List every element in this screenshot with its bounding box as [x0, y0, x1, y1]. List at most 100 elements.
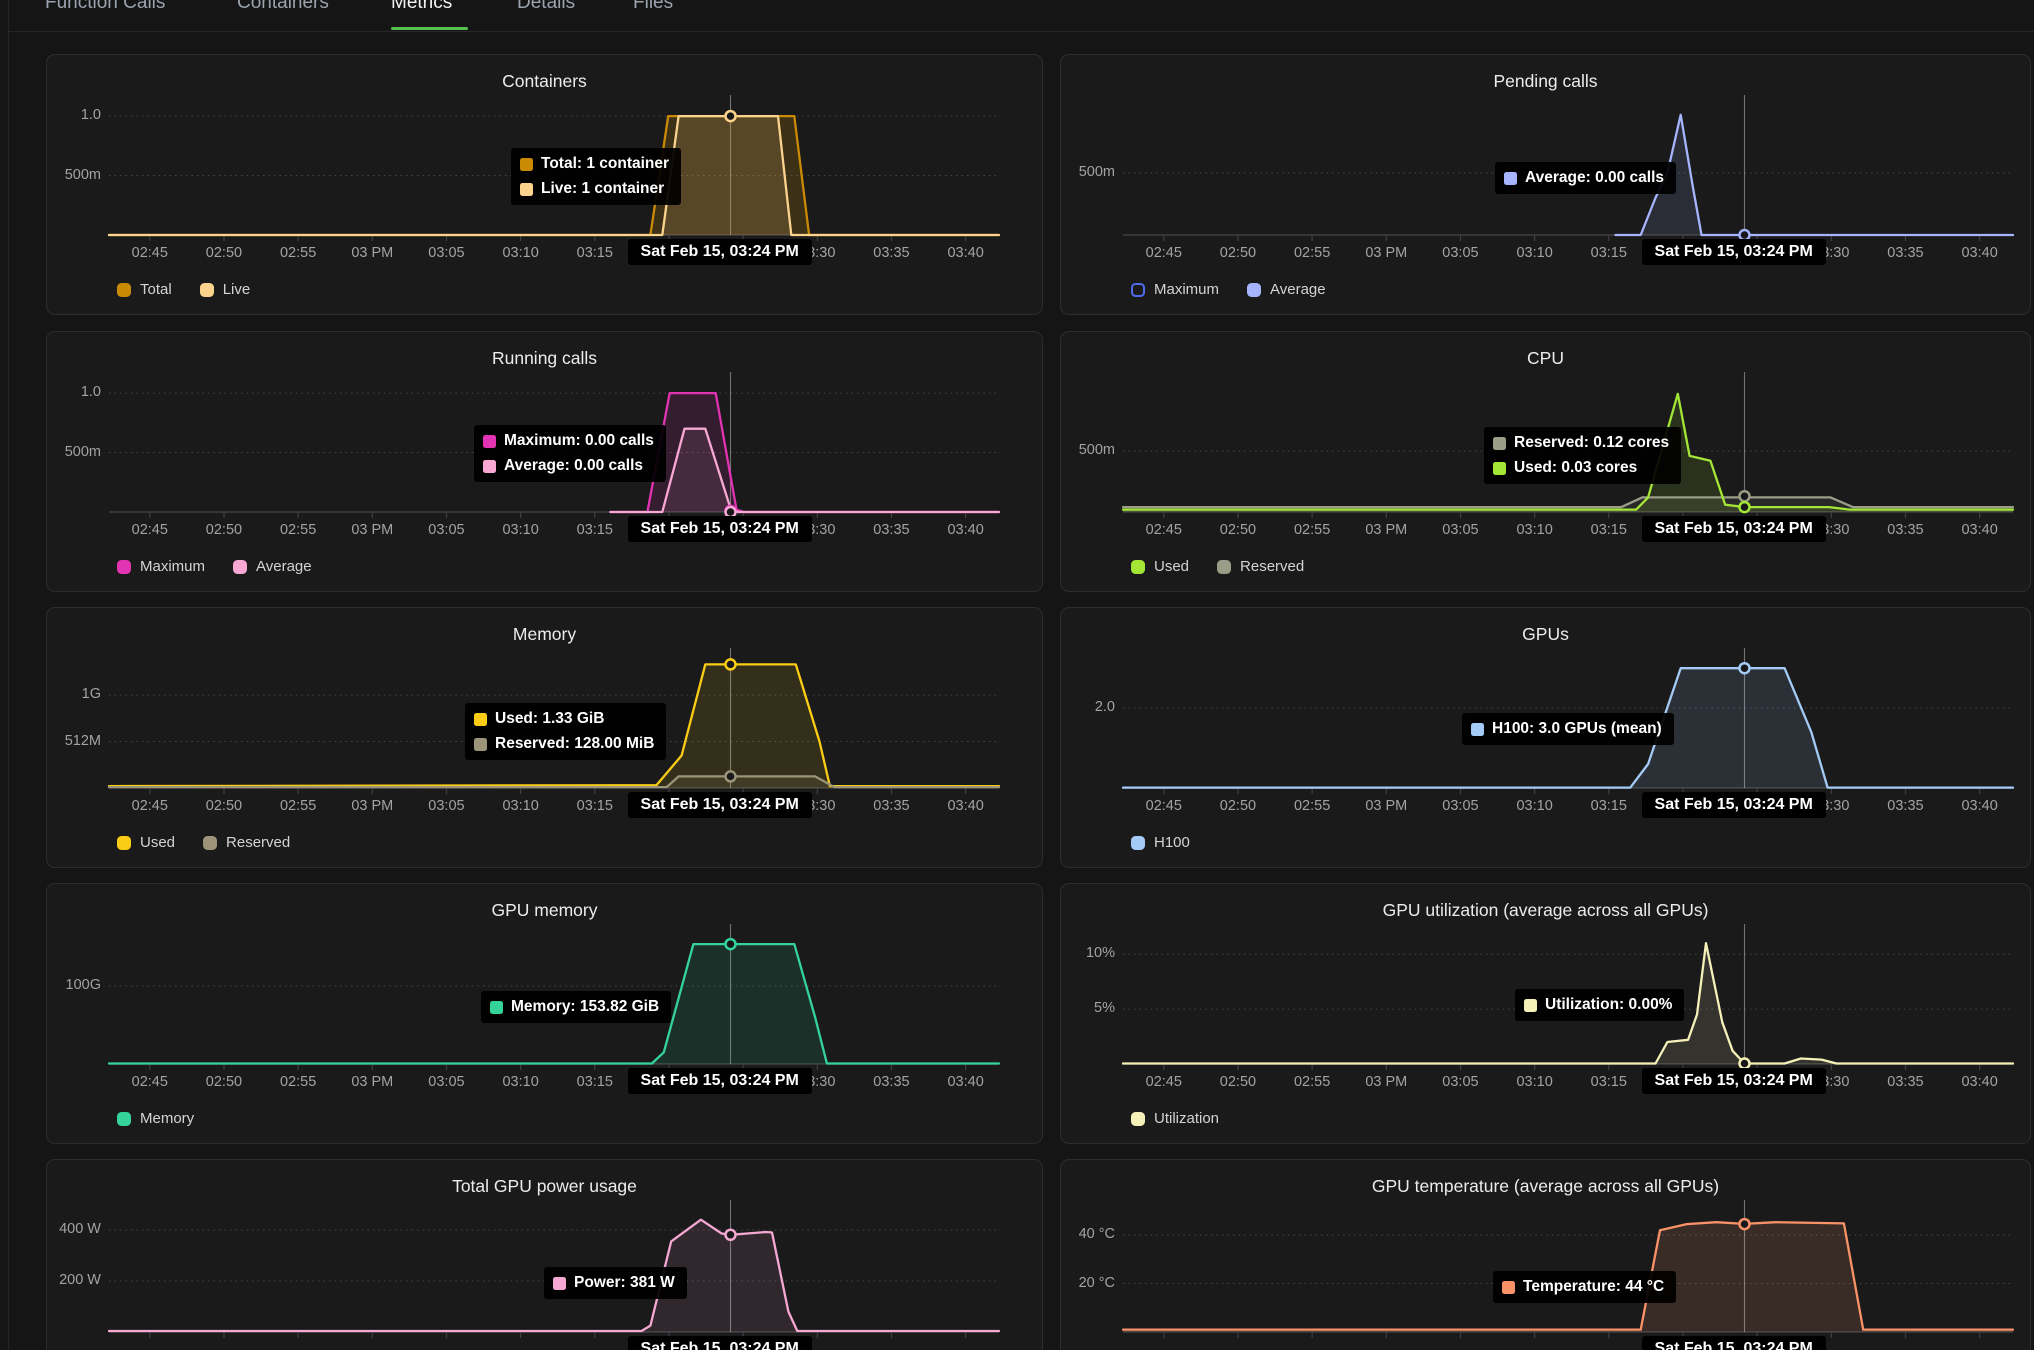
tooltip-text: Total: 1 container [541, 155, 670, 172]
legend-item-reserved[interactable]: Reserved [1217, 558, 1304, 575]
hover-marker [724, 1228, 737, 1242]
crosshair-time-tooltip: Sat Feb 15, 03:24 PM [1641, 1068, 1826, 1094]
legend-item-live[interactable]: Live [199, 281, 250, 298]
chart-plot-gpu-memory[interactable] [47, 884, 1044, 1145]
legend-item-total[interactable]: Total [117, 281, 172, 298]
chart-title-memory: Memory [512, 624, 577, 644]
crosshair-time-tooltip: Sat Feb 15, 03:24 PM [627, 1336, 812, 1350]
series-line-memory [107, 942, 1001, 1065]
series-tooltip-gpu-utilization: Utilization: 0.00% [1515, 989, 1685, 1021]
x-tick-label: 03:40 [1961, 798, 1998, 814]
x-tick-label: 03 PM [351, 245, 394, 261]
tab-details[interactable]: Details [517, 0, 576, 13]
x-tick-label: 03 PM [351, 798, 394, 814]
tooltip-text: Utilization: 0.00% [1545, 996, 1673, 1013]
chart-plot-gpus[interactable] [1061, 608, 2032, 869]
legend-item-used[interactable]: Used [1131, 558, 1189, 575]
legend-item-average[interactable]: Average [233, 558, 312, 575]
legend-item-maximum[interactable]: Maximum [117, 558, 205, 575]
active-tab-underline [391, 27, 468, 30]
series-fill-reserved [1123, 497, 2013, 512]
legend-item-average[interactable]: Average [1247, 281, 1326, 298]
hover-marker [724, 658, 737, 671]
tooltip-row: Total: 1 container [520, 155, 669, 173]
series-fill-memory [109, 944, 999, 1064]
x-tick-label: 02:55 [1293, 522, 1331, 538]
series-line-reserved [107, 775, 1001, 789]
hover-marker [1738, 489, 1751, 503]
series-fill-average [1615, 114, 2013, 235]
tab-function-calls[interactable]: Function Calls [45, 0, 166, 13]
chart-plot-pending-calls[interactable] [1061, 55, 2032, 316]
x-tick-label: 03:05 [428, 798, 465, 814]
x-tick-label: 03:05 [428, 1074, 465, 1090]
x-tick-label: 02:55 [1293, 1074, 1331, 1090]
series-line-utilization [1121, 942, 2015, 1065]
legend-label: Total [140, 281, 172, 298]
tooltip-text: Average: 0.00 calls [504, 457, 644, 474]
x-tick-label: 02:50 [205, 245, 243, 261]
tooltip-swatch-icon [1502, 1280, 1515, 1294]
x-tick-label: 03:15 [1590, 245, 1627, 261]
x-tick-label: 02:50 [205, 1074, 243, 1090]
x-tick-label: 02:45 [131, 1074, 168, 1090]
tab-files[interactable]: Files [633, 0, 674, 13]
tooltip-text: Reserved: 128.00 MiB [495, 735, 655, 752]
chart-plot-cpu[interactable] [1061, 332, 2032, 593]
chart-legend-containers: Total Live [117, 281, 250, 298]
x-tick-label: 03:35 [873, 798, 910, 814]
chart-card-running-calls: Running calls 1.0 500m 02:45 02:50 02:55 03 PM… [46, 331, 1043, 592]
series-fill-power [109, 1219, 999, 1332]
legend-item-used[interactable]: Used [117, 834, 175, 851]
x-tick-label: 03:40 [947, 522, 984, 538]
chart-plot-gpu-power[interactable] [47, 1160, 1044, 1350]
y-tick-label: 40 °C [1078, 1226, 1115, 1242]
legend-item-memory[interactable]: Memory [117, 1110, 194, 1127]
y-tick-label: 500m [1078, 442, 1115, 459]
x-tick-label: 03:35 [1887, 245, 1924, 261]
tooltip-row: Average: 0.00 calls [1504, 169, 1664, 187]
tooltip-swatch-icon [483, 434, 496, 448]
chart-legend-gpu-utilization: Utilization [1131, 1110, 1219, 1127]
hover-marker [724, 770, 737, 783]
legend-label: Utilization [1154, 1110, 1220, 1127]
chart-legend-gpu-memory: Memory [117, 1110, 194, 1127]
tooltip-text: Temperature: 44 °C [1523, 1278, 1665, 1295]
legend-label: Memory [140, 1110, 195, 1127]
legend-item-reserved[interactable]: Reserved [203, 834, 290, 851]
tooltip-row: H100: 3.0 GPUs (mean) [1471, 720, 1662, 738]
legend-label: Used [1154, 558, 1190, 575]
hover-marker [724, 109, 737, 123]
tooltip-swatch-icon [1493, 461, 1506, 475]
x-tick-label: 03:10 [1516, 245, 1553, 261]
chart-plot-memory[interactable] [47, 608, 1044, 869]
legend-item-h100[interactable]: H100 [1131, 834, 1190, 851]
tooltip-swatch-icon [474, 712, 487, 726]
tooltip-text: Used: 0.03 cores [1514, 459, 1638, 476]
x-tick-label: 02:50 [1219, 522, 1257, 538]
y-tick-label: 500m [1078, 164, 1115, 181]
chart-plot-gpu-temperature[interactable] [1061, 1160, 2032, 1350]
tooltip-row: Maximum: 0.00 calls [483, 432, 654, 450]
y-tick-label: 500m [64, 166, 101, 183]
x-tick-label: 03:05 [1442, 1074, 1479, 1090]
x-tick-label: 03:35 [873, 1074, 910, 1090]
chart-legend-gpus: H100 [1131, 834, 1190, 851]
tooltip-row: Power: 381 W [553, 1274, 675, 1292]
y-tick-label: 512M [64, 732, 101, 749]
legend-item-maximum[interactable]: Maximum [1131, 281, 1219, 298]
tab-containers[interactable]: Containers [237, 0, 329, 13]
x-tick-label: 03:15 [576, 245, 613, 261]
x-tick-label: 03:15 [1590, 798, 1627, 814]
chart-plot-containers[interactable] [47, 55, 1044, 316]
chart-card-gpu-temperature: GPU temperature (average across all GPUs… [1060, 1159, 2031, 1350]
legend-item-utilization[interactable]: Utilization [1131, 1110, 1219, 1127]
series-line-h100 [1121, 667, 2015, 789]
chart-plot-gpu-utilization[interactable] [1061, 884, 2032, 1145]
tooltip-swatch-icon [520, 157, 533, 171]
tab-metrics[interactable]: Metrics [391, 0, 453, 13]
legend-swatch-icon [1247, 282, 1262, 297]
x-tick-label: 03:15 [576, 522, 613, 538]
chart-plot-running-calls[interactable] [47, 332, 1044, 593]
